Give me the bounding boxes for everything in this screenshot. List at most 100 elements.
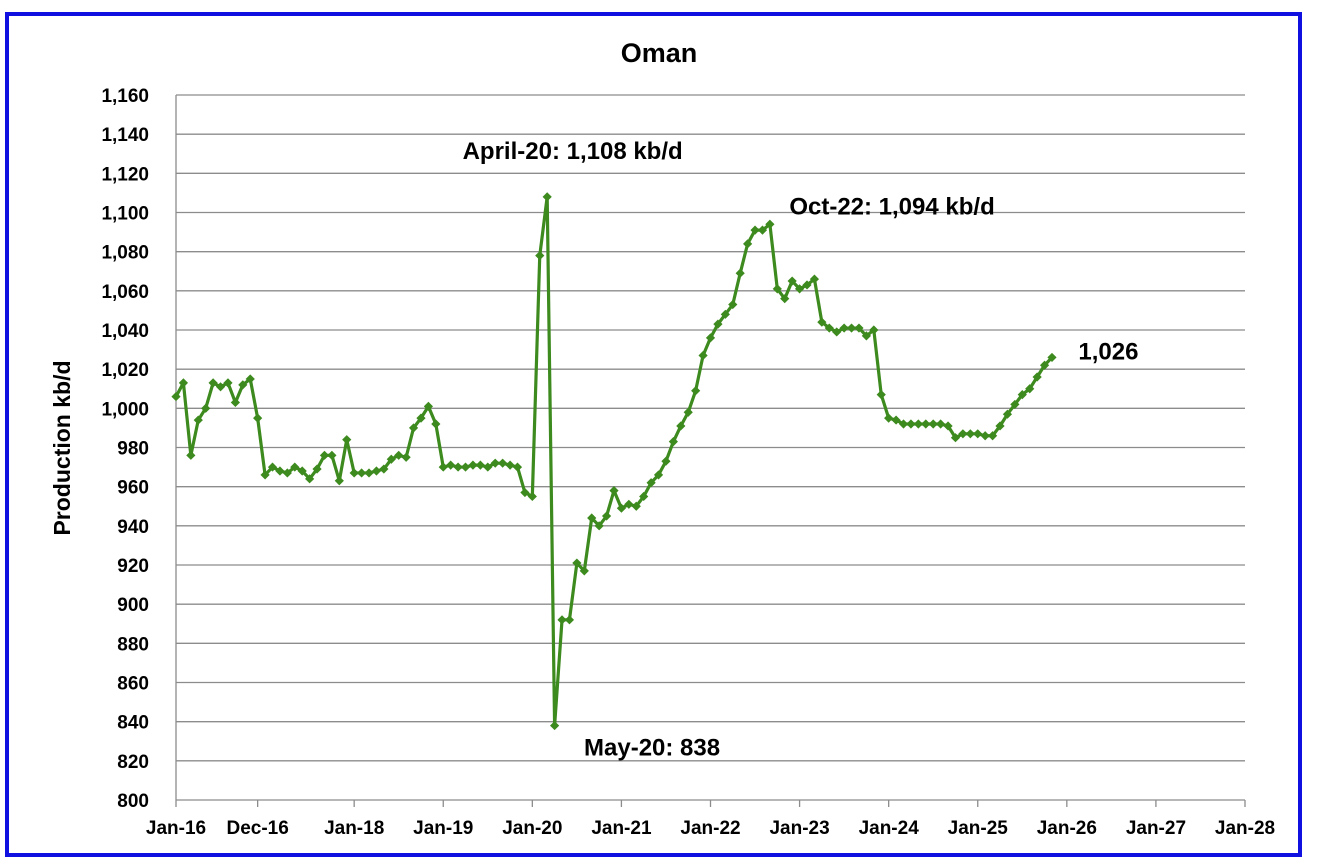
data-point	[305, 474, 315, 484]
data-point	[601, 511, 612, 521]
data-point	[676, 421, 686, 431]
data-point	[958, 429, 968, 439]
data-point	[616, 503, 627, 513]
x-tick-label: Jan-20	[502, 818, 562, 839]
chart-title: Oman	[621, 38, 698, 68]
data-point	[431, 419, 441, 429]
data-point	[898, 419, 909, 429]
data-point	[542, 192, 552, 202]
data-point	[817, 317, 827, 327]
x-tick-label: Jan-24	[859, 818, 920, 839]
data-point	[861, 331, 871, 341]
data-point	[230, 397, 240, 408]
data-point	[356, 468, 367, 478]
x-tick-label: Jan-27	[1126, 818, 1186, 839]
data-point	[869, 325, 879, 335]
data-point	[987, 431, 998, 441]
data-point	[319, 450, 330, 460]
y-tick-label: 1,040	[101, 321, 149, 342]
data-point	[379, 464, 389, 474]
data-point	[780, 294, 790, 304]
data-point	[364, 468, 374, 478]
data-point	[950, 433, 961, 443]
data-point	[512, 462, 523, 472]
data-point	[446, 460, 456, 470]
data-point	[824, 323, 834, 333]
data-point	[312, 464, 322, 474]
data-point	[787, 276, 797, 286]
data-point	[505, 460, 515, 470]
data-point	[460, 462, 471, 472]
x-tick-label: Jan-22	[680, 818, 740, 839]
y-tick-label: 900	[117, 595, 149, 616]
data-point	[609, 485, 619, 496]
data-point	[1025, 384, 1035, 394]
data-point	[1002, 409, 1013, 419]
data-point	[631, 501, 641, 511]
data-point	[1017, 390, 1027, 400]
annotation-label: May-20: 838	[584, 735, 720, 762]
data-point	[201, 403, 211, 413]
data-point	[587, 513, 597, 523]
data-point	[1032, 372, 1042, 382]
data-point	[728, 299, 738, 310]
data-point	[1047, 352, 1057, 363]
data-point	[928, 419, 938, 429]
y-tick-label: 840	[117, 713, 149, 734]
y-tick-label: 1,020	[101, 360, 149, 381]
grid	[176, 94, 1245, 762]
data-point	[839, 323, 849, 333]
data-point	[832, 327, 842, 337]
data-point	[238, 380, 248, 390]
data-point	[965, 429, 975, 439]
y-axis-label: Production kb/d	[49, 360, 75, 535]
series-production	[171, 192, 1057, 731]
data-point	[705, 333, 716, 343]
data-point	[475, 460, 485, 470]
x-tick-label: Jan-26	[1037, 818, 1097, 839]
data-point	[408, 423, 419, 433]
data-point	[1039, 360, 1050, 370]
data-point	[720, 309, 730, 319]
y-tick-label: 880	[117, 634, 149, 655]
data-point	[327, 450, 337, 460]
data-point	[691, 386, 701, 396]
data-point	[973, 429, 983, 439]
data-point	[550, 720, 560, 731]
data-point	[349, 468, 359, 478]
y-tick-label: 1,080	[101, 243, 149, 264]
data-point	[490, 458, 500, 468]
series-line	[174, 195, 1054, 728]
y-tick-label: 1,120	[101, 164, 149, 185]
data-point	[178, 378, 189, 388]
data-point	[394, 450, 404, 460]
data-point	[913, 419, 923, 429]
data-point	[1010, 399, 1020, 410]
data-point	[267, 462, 278, 472]
data-point	[884, 413, 894, 423]
data-point	[423, 401, 434, 411]
data-point	[668, 437, 678, 447]
y-tick-label: 960	[117, 478, 149, 499]
x-tick-label: Jan-16	[146, 818, 206, 839]
data-point	[765, 219, 775, 229]
x-tick-label: Jan-19	[413, 818, 473, 839]
data-point	[921, 419, 931, 429]
data-point	[891, 415, 901, 425]
data-point	[772, 284, 782, 294]
y-tick-label: 820	[117, 752, 149, 773]
data-point	[290, 462, 300, 472]
data-point	[438, 462, 448, 472]
y-tick-label: 980	[117, 439, 149, 460]
data-point	[557, 615, 567, 625]
data-point	[594, 521, 604, 531]
data-point	[386, 454, 396, 464]
data-point	[906, 419, 916, 429]
data-point	[639, 491, 649, 502]
data-point	[735, 268, 745, 278]
data-point	[453, 462, 463, 472]
data-point	[683, 407, 693, 417]
annotation-label: April-20: 1,108 kb/d	[463, 138, 683, 165]
data-point	[215, 382, 226, 392]
